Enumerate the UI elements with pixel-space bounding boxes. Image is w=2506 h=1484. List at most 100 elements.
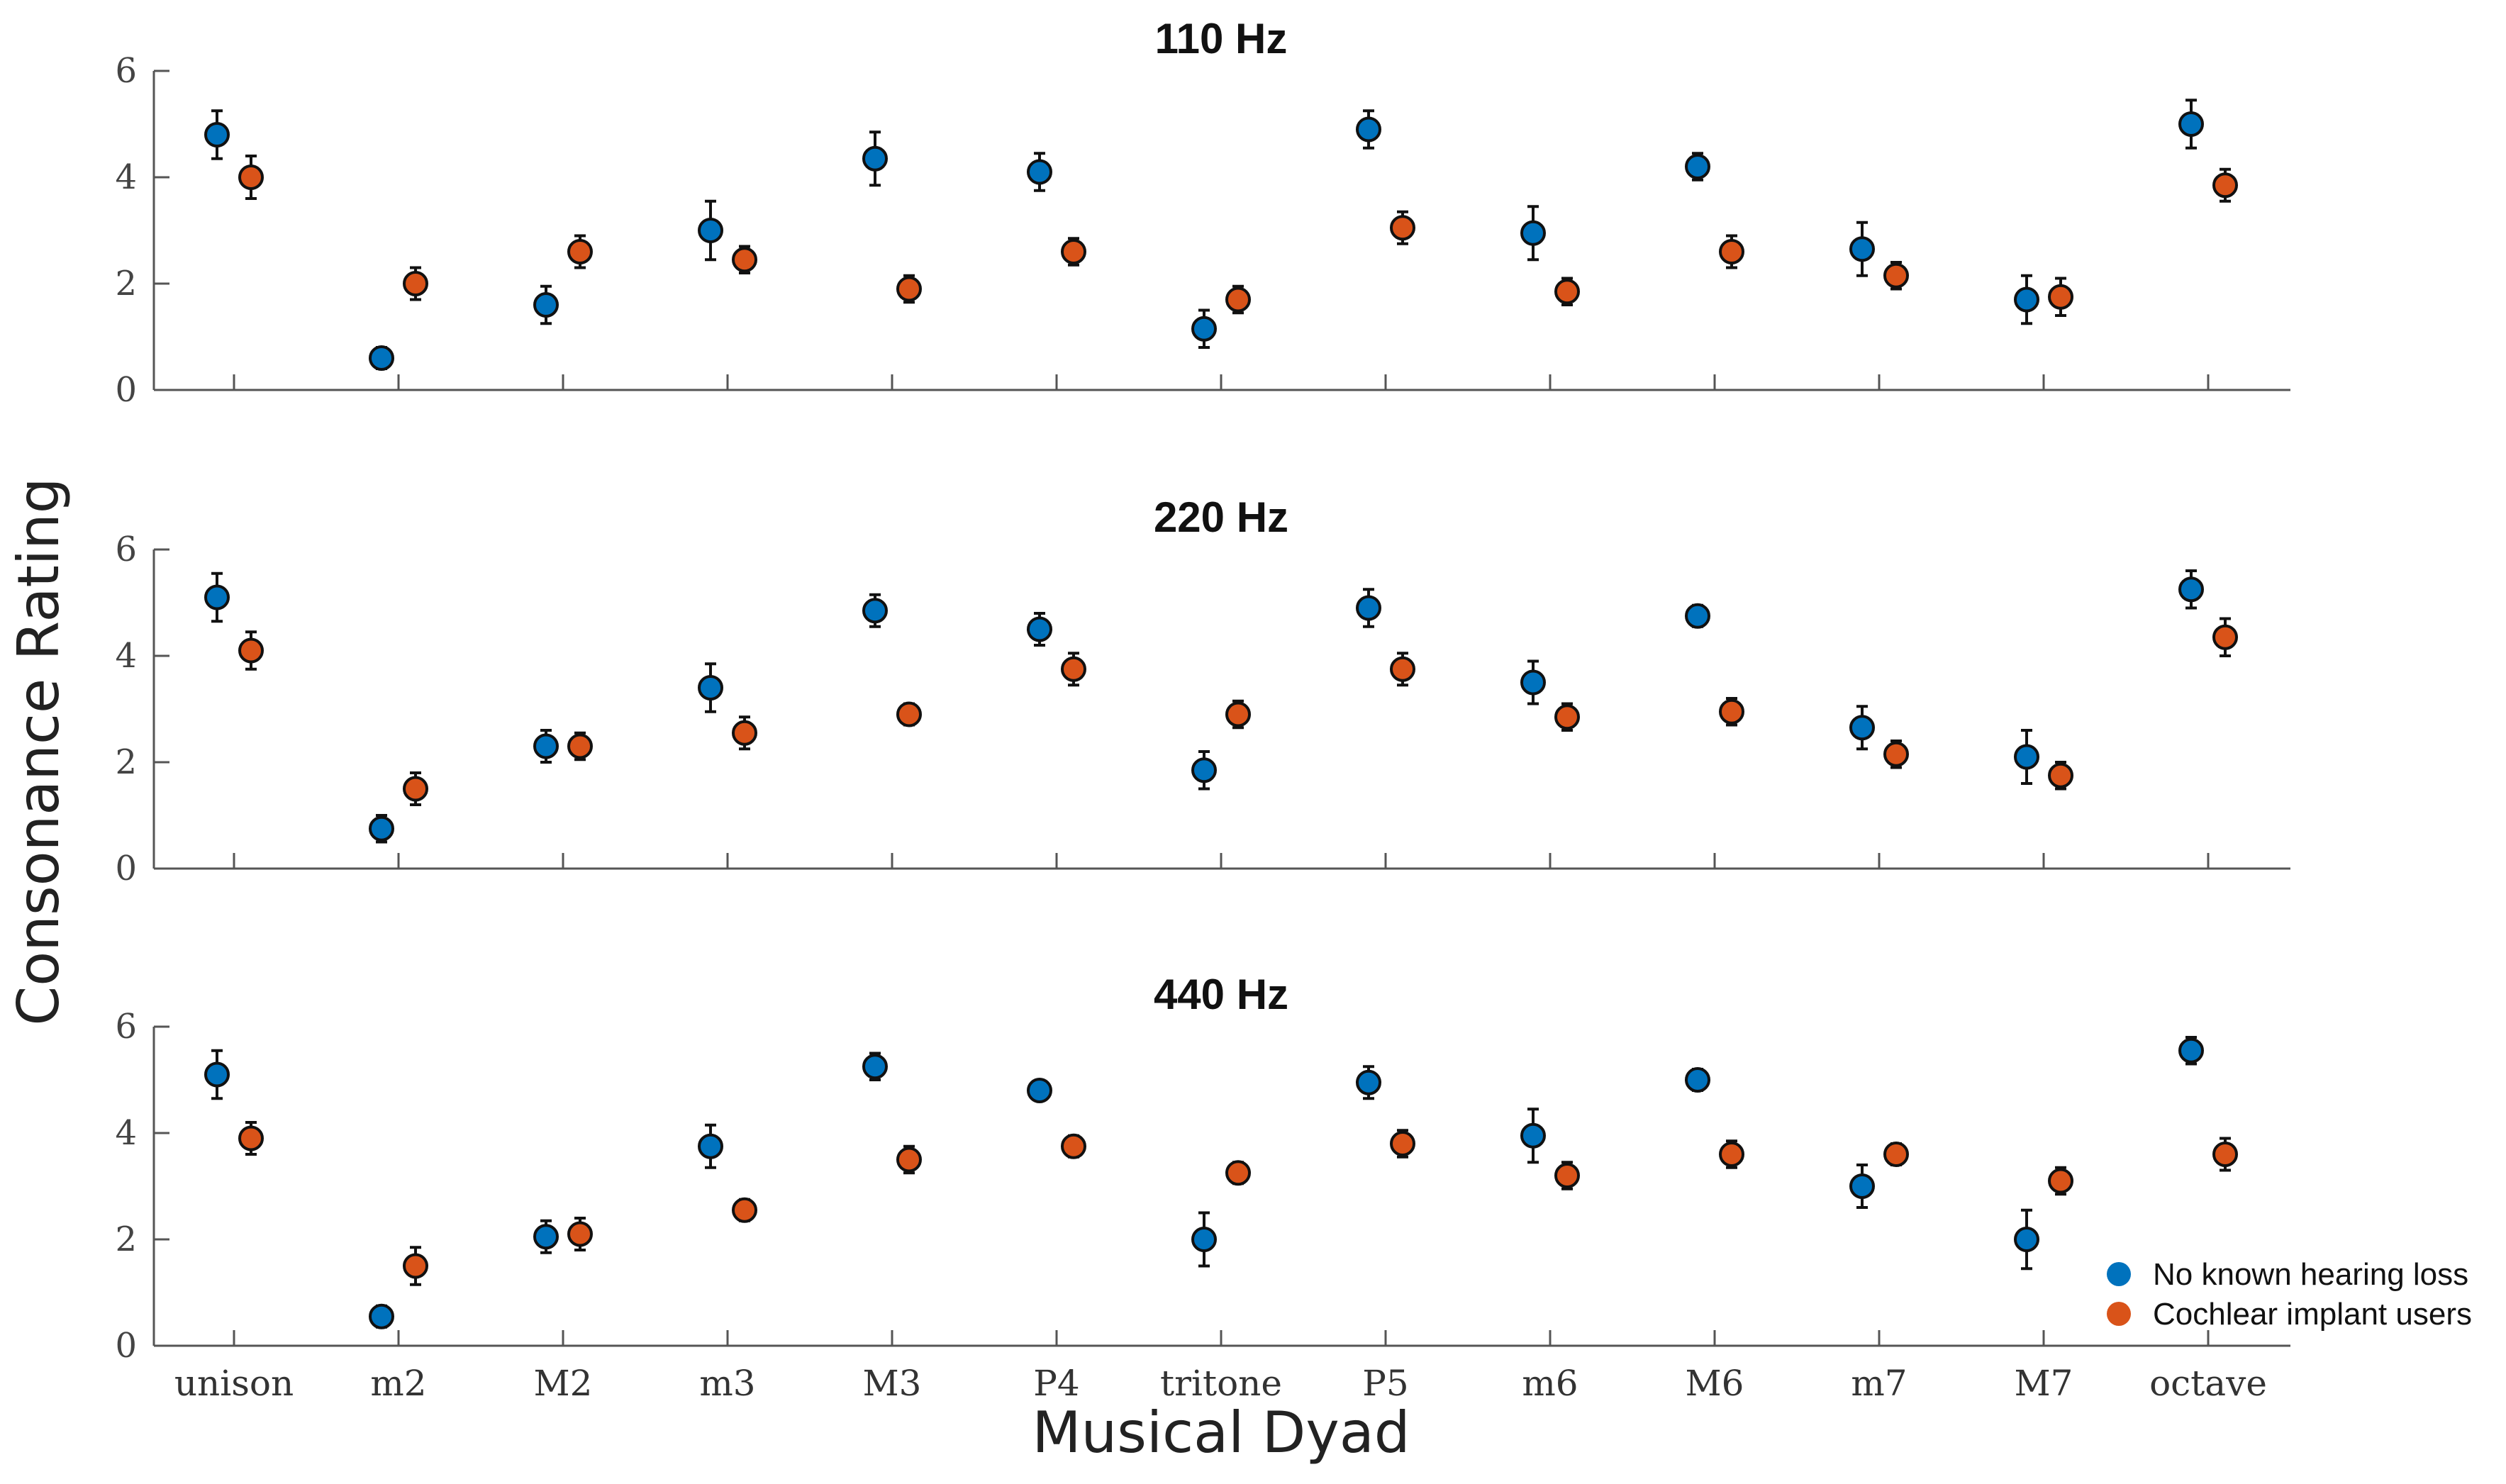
data-point xyxy=(1191,1227,1217,1252)
data-point xyxy=(2212,1142,2238,1167)
legend-label: Cochlear implant users xyxy=(2153,1297,2472,1332)
data-point xyxy=(204,584,230,610)
data-point xyxy=(2014,744,2039,770)
x-tick-label: M6 xyxy=(1685,1363,1744,1404)
data-point xyxy=(862,145,888,172)
y-tick-label: 6 xyxy=(115,530,137,569)
x-tick-label: m3 xyxy=(699,1363,755,1404)
data-point xyxy=(862,598,888,624)
data-point xyxy=(2048,284,2073,310)
data-point xyxy=(369,1303,394,1329)
data-point xyxy=(1520,669,1546,696)
legend-marker xyxy=(2107,1302,2131,1326)
data-point xyxy=(1027,159,1052,185)
data-point xyxy=(2178,1037,2204,1064)
data-point xyxy=(369,815,394,842)
data-point xyxy=(1883,262,1909,289)
data-point xyxy=(1849,1173,1875,1199)
series-no-hearing-loss xyxy=(204,569,2204,844)
data-point xyxy=(2212,172,2238,199)
chart-panels: 110 Hz 0 2 4 6 220 Hz 0 2 4 6 440 Hz 0 2 4 6 unison m2 M2… xyxy=(115,15,2290,1404)
data-point xyxy=(2014,286,2039,313)
data-point xyxy=(1356,1069,1381,1095)
x-tick-label: octave xyxy=(2149,1363,2267,1404)
data-point xyxy=(238,164,264,190)
x-tick-label: tritone xyxy=(1160,1363,1282,1404)
data-point xyxy=(1061,1133,1086,1159)
data-point xyxy=(533,1224,559,1250)
data-point xyxy=(1390,215,1415,241)
y-tick-label: 6 xyxy=(115,1007,137,1047)
x-tick-label: m7 xyxy=(1851,1363,1907,1404)
data-point xyxy=(2178,111,2204,137)
data-point xyxy=(1027,616,1052,642)
data-point xyxy=(1356,116,1381,143)
data-point xyxy=(238,637,264,664)
data-point xyxy=(1225,286,1251,313)
y-tick-label: 2 xyxy=(115,742,137,782)
data-point xyxy=(204,1061,230,1088)
data-point xyxy=(1520,1122,1546,1149)
data-point xyxy=(403,271,428,296)
y-tick-label: 2 xyxy=(115,264,137,303)
panel-title: 220 Hz xyxy=(1154,493,1288,541)
data-point xyxy=(1719,698,1744,725)
data-point xyxy=(567,1221,593,1247)
data-point xyxy=(1883,741,1909,767)
data-point xyxy=(1719,1142,1744,1167)
data-point xyxy=(862,1054,888,1080)
data-point xyxy=(1356,595,1381,621)
panel-3: 440 Hz 0 2 4 6 unison m2 M2 m3 M3 P4 tritone P5 m6 M6 m… xyxy=(115,971,2290,1404)
data-point xyxy=(1191,316,1217,342)
data-point xyxy=(732,247,757,273)
y-tick-label: 4 xyxy=(115,636,137,676)
data-point xyxy=(698,1133,723,1159)
series-cochlear-implant xyxy=(238,155,2238,317)
data-point xyxy=(2178,576,2204,603)
y-tick-label: 4 xyxy=(115,1113,137,1153)
x-tick-label: unison xyxy=(174,1363,294,1404)
data-point xyxy=(1390,1131,1415,1156)
data-point xyxy=(1685,603,1710,629)
data-point xyxy=(1883,1142,1909,1167)
panel-1: 110 Hz 0 2 4 6 xyxy=(115,15,2290,410)
data-point xyxy=(896,701,922,727)
data-point xyxy=(698,675,723,701)
data-point xyxy=(698,218,723,243)
data-point xyxy=(1554,1163,1580,1188)
data-point xyxy=(2212,624,2238,650)
panel-title: 110 Hz xyxy=(1155,15,1288,62)
y-tick-label: 2 xyxy=(115,1220,137,1259)
x-tick-label: M2 xyxy=(533,1363,592,1404)
data-point xyxy=(2048,762,2073,788)
x-axis-label: Musical Dyad xyxy=(1032,1400,1410,1466)
data-point xyxy=(1027,1078,1052,1103)
data-point xyxy=(896,1147,922,1173)
x-tick-label: M3 xyxy=(862,1363,921,1404)
y-tick-label: 0 xyxy=(115,849,137,888)
y-tick-label: 6 xyxy=(115,51,137,91)
data-point xyxy=(1191,757,1217,783)
data-point xyxy=(403,1253,428,1279)
data-point xyxy=(732,1197,757,1223)
data-point xyxy=(1520,220,1546,246)
panel-title: 440 Hz xyxy=(1154,971,1288,1018)
x-tick-label: M7 xyxy=(2014,1363,2073,1404)
data-point xyxy=(2048,1168,2073,1194)
data-point xyxy=(403,776,428,802)
data-point xyxy=(1225,701,1251,727)
x-tick-label: m2 xyxy=(370,1363,426,1404)
x-tick-label: P5 xyxy=(1362,1363,1408,1404)
data-point xyxy=(567,733,593,759)
data-point xyxy=(1061,239,1086,264)
series-no-hearing-loss xyxy=(204,99,2204,371)
x-tick-label: m6 xyxy=(1522,1363,1578,1404)
x-tick-label: P4 xyxy=(1033,1363,1079,1404)
panel-2: 220 Hz 0 2 4 6 xyxy=(115,493,2290,888)
series-cochlear-implant xyxy=(238,617,2238,806)
data-point xyxy=(2014,1227,2039,1252)
data-point xyxy=(1685,1067,1710,1093)
legend: No known hearing loss Cochlear implant us… xyxy=(2107,1257,2472,1332)
legend-label: No known hearing loss xyxy=(2153,1257,2468,1292)
